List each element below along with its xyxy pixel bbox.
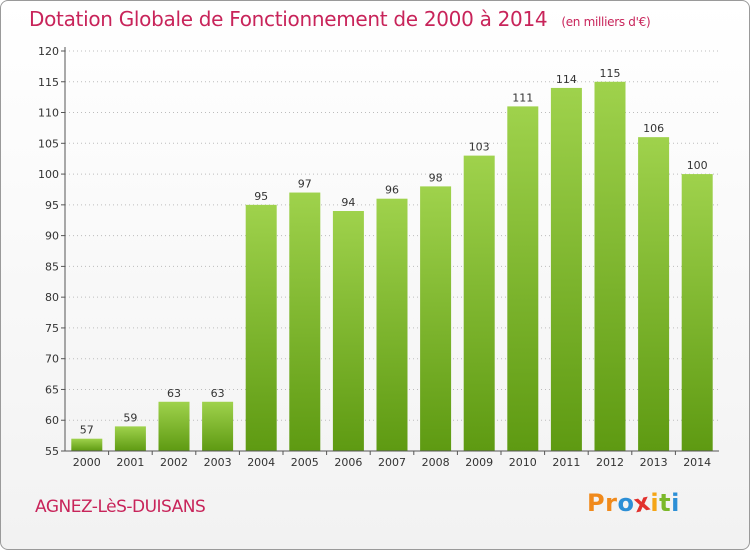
value-label: 106 xyxy=(643,122,664,135)
value-label: 59 xyxy=(123,411,137,424)
x-axis-ticks: 2000 2001 2002 2003 2004 2005 2006 2007 2008 2009… xyxy=(73,451,711,469)
value-label: 111 xyxy=(512,91,533,104)
value-label: 114 xyxy=(556,73,577,86)
bar xyxy=(638,137,670,451)
x-tick-label: 2013 xyxy=(640,456,668,469)
bar xyxy=(550,87,582,451)
y-tick-label: 95 xyxy=(45,199,59,212)
bar xyxy=(202,401,234,451)
bar xyxy=(594,81,626,452)
bar xyxy=(158,401,190,451)
y-tick-label: 90 xyxy=(45,230,59,243)
value-label: 115 xyxy=(600,67,621,80)
y-tick-label: 105 xyxy=(38,137,59,150)
x-tick-label: 2007 xyxy=(378,456,406,469)
x-tick-label: 2003 xyxy=(204,456,232,469)
bar xyxy=(114,426,146,451)
bar xyxy=(289,192,321,452)
y-tick-label: 85 xyxy=(45,260,59,273)
x-tick-label: 2005 xyxy=(291,456,319,469)
y-tick-label: 65 xyxy=(45,383,59,396)
y-tick-label: 55 xyxy=(45,445,59,458)
x-tick-label: 2001 xyxy=(116,456,144,469)
logo-letter: t xyxy=(659,489,672,517)
y-tick-label: 80 xyxy=(45,291,59,304)
y-tick-label: 100 xyxy=(38,168,59,181)
bar xyxy=(507,106,539,451)
value-label: 63 xyxy=(167,387,181,400)
logo-letter: r xyxy=(605,489,618,517)
value-label: 96 xyxy=(385,184,399,197)
x-tick-label: 2000 xyxy=(73,456,101,469)
y-tick-label: 120 xyxy=(38,45,59,58)
y-tick-label: 70 xyxy=(45,353,59,366)
value-label: 97 xyxy=(298,178,312,191)
y-tick-label: 75 xyxy=(45,322,59,335)
chart-title: Dotation Globale de Fonctionnement de 20… xyxy=(29,7,651,31)
logo-letter: P xyxy=(587,489,606,517)
y-tick-label: 115 xyxy=(38,76,59,89)
bars xyxy=(71,81,713,452)
bar xyxy=(463,155,495,451)
x-tick-label: 2014 xyxy=(683,456,711,469)
bar xyxy=(71,438,103,451)
x-tick-label: 2002 xyxy=(160,456,188,469)
bar xyxy=(332,211,364,451)
value-label: 98 xyxy=(429,171,443,184)
x-tick-label: 2004 xyxy=(247,456,275,469)
chart-title-text: Dotation Globale de Fonctionnement de 20… xyxy=(29,7,548,31)
x-tick-label: 2012 xyxy=(596,456,624,469)
value-label: 95 xyxy=(254,190,268,203)
logo-letter: i xyxy=(671,489,680,517)
y-tick-label: 110 xyxy=(38,107,59,120)
value-label: 63 xyxy=(211,387,225,400)
x-tick-label: 2008 xyxy=(422,456,450,469)
y-axis-ticks: 55 60 65 70 75 80 85 90 95 100 105 110 115 120 xyxy=(38,45,65,458)
value-label: 103 xyxy=(469,141,490,154)
x-tick-label: 2006 xyxy=(334,456,362,469)
bar xyxy=(376,198,408,451)
chart-subtitle: (en milliers d'€) xyxy=(561,15,651,29)
commune-name: AGNEZ-LèS-DUISANS xyxy=(35,497,206,517)
x-tick-label: 2011 xyxy=(552,456,580,469)
value-label: 94 xyxy=(341,196,355,209)
value-labels: 57 59 63 63 95 97 94 96 98 103 111 114 115 106 100 xyxy=(80,67,708,437)
proxiti-logo: Proxiti xyxy=(587,488,680,519)
logo-letter: o xyxy=(617,489,635,517)
bar xyxy=(245,204,277,451)
value-label: 100 xyxy=(687,159,708,172)
x-tick-label: 2009 xyxy=(465,456,493,469)
logo-letter: i xyxy=(650,489,660,517)
bar xyxy=(681,174,713,452)
x-tick-label: 2010 xyxy=(509,456,537,469)
y-tick-label: 60 xyxy=(45,414,59,427)
value-label: 57 xyxy=(80,424,94,437)
bar xyxy=(420,186,452,451)
